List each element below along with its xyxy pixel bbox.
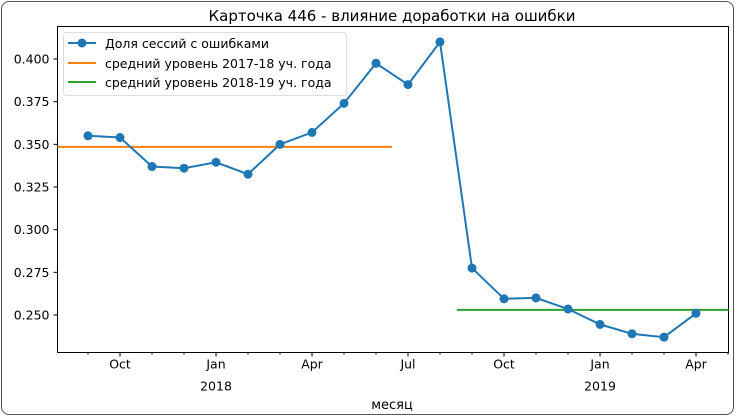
errors-line [87,39,697,339]
data-point [147,162,157,172]
data-point [403,80,413,90]
data-point [371,58,381,68]
legend-marker-icon [77,38,87,48]
data-series [83,37,701,342]
x-tick-label: Oct [109,357,131,372]
y-tick-label: 0.350 [14,137,50,152]
data-point [467,263,477,273]
legend-label-mean-2017-18: средний уровень 2017-18 уч. года [105,56,332,71]
data-point [531,293,541,303]
chart-title: Карточка 446 - влияние доработки на ошиб… [209,7,576,25]
data-point [659,332,669,342]
data-point [563,304,573,314]
x-axis-label: месяц [371,398,413,413]
data-point [691,308,701,318]
legend-label-errors: Доля сессий с ошибками [105,36,269,51]
x-tick-year-label: 2018 [200,379,232,394]
data-point [307,127,317,137]
x-tick-label: Oct [493,357,515,372]
plot-area [57,26,729,353]
legend-label-mean-2018-19: средний уровень 2018-19 уч. года [105,75,332,90]
mean-lines [57,145,729,311]
axes-frame [57,26,729,353]
x-tick-label: Jan [589,357,609,372]
y-tick-label: 0.375 [14,94,50,109]
x-tick-label: Jan [205,357,225,372]
data-point [595,319,605,329]
x-tick-label: Apr [301,357,323,372]
y-axis: 0.250 0.275 0.300 0.325 0.350 0.375 0.400 [14,52,58,323]
data-point [339,98,349,108]
data-point [211,157,221,167]
y-tick-label: 0.275 [14,265,50,280]
x-axis: Oct Jan 2018 Apr Jul Oct Jan 2019 Apr [87,352,729,394]
data-point [435,37,445,47]
x-tick-year-label: 2019 [584,379,616,394]
data-point [499,294,509,304]
y-tick-label: 0.400 [14,52,50,67]
data-point [115,133,125,143]
y-tick-label: 0.250 [14,308,50,323]
y-tick-label: 0.300 [14,222,50,237]
y-tick-label: 0.325 [14,180,50,195]
x-tick-label: Apr [685,357,707,372]
x-tick-label: Jul [399,357,415,372]
legend-box [63,32,347,96]
data-point [275,139,285,149]
data-point [627,329,637,339]
legend: Доля сессий с ошибками средний уровень 2… [63,32,347,96]
data-point [83,131,93,141]
data-point [179,163,189,173]
data-point [243,169,253,179]
